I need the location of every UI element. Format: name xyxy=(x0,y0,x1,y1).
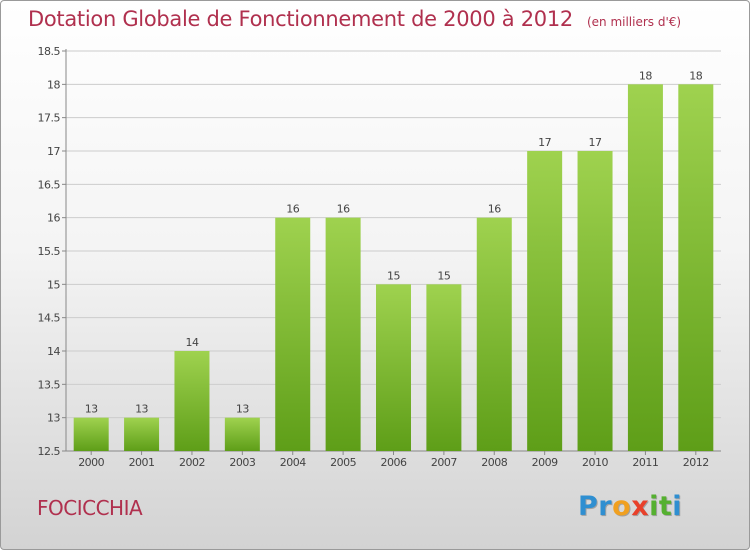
x-tick-label: 2009 xyxy=(532,456,558,469)
x-tick-label: 2010 xyxy=(582,456,608,469)
y-tick-label: 14 xyxy=(47,345,60,358)
y-tick-label: 16 xyxy=(47,212,60,225)
title-text: Dotation Globale de Fonctionnement de 20… xyxy=(28,7,573,31)
bar xyxy=(527,151,563,451)
y-tick-label: 17.5 xyxy=(38,112,61,125)
y-tick-label: 13.5 xyxy=(38,378,61,391)
bar xyxy=(73,417,109,451)
bar xyxy=(325,217,361,451)
x-tick-label: 2006 xyxy=(381,456,407,469)
bar xyxy=(476,217,512,451)
x-tick-label: 2000 xyxy=(78,456,104,469)
data-label: 16 xyxy=(488,203,501,216)
commune-name: FOCICCHIA xyxy=(37,496,143,520)
x-tick-label: 2007 xyxy=(431,456,457,469)
logo-letter: i xyxy=(672,491,683,522)
bar xyxy=(224,417,260,451)
chart-title: Dotation Globale de Fonctionnement de 20… xyxy=(28,7,681,31)
y-tick-label: 16.5 xyxy=(38,178,61,191)
y-tick-label: 18 xyxy=(47,78,60,91)
bar xyxy=(376,284,411,451)
logo-letter: P xyxy=(578,491,599,522)
bar xyxy=(577,151,613,451)
data-label: 17 xyxy=(589,136,602,149)
y-tick-label: 13 xyxy=(47,412,60,425)
x-tick-label: 2001 xyxy=(129,456,155,469)
value-labels: 13 13 14 13 16 16 15 15 16 17 17 18 18 xyxy=(85,69,704,416)
x-tick-label: 2005 xyxy=(330,456,356,469)
data-label: 16 xyxy=(337,203,350,216)
y-tick-label: 15.5 xyxy=(38,245,61,258)
x-tick-label: 2008 xyxy=(481,456,507,469)
data-label: 15 xyxy=(387,269,400,282)
x-tick-label: 2012 xyxy=(683,456,709,469)
bars xyxy=(73,84,714,451)
data-label: 15 xyxy=(437,269,450,282)
y-tick-label: 17 xyxy=(47,145,60,158)
y-tick-label: 18.5 xyxy=(38,45,61,58)
proxiti-logo: Proxiti xyxy=(578,491,682,522)
bar xyxy=(627,84,663,451)
logo-letter: x xyxy=(631,491,650,522)
y-tick-label: 12.5 xyxy=(38,445,61,458)
data-label: 13 xyxy=(85,403,98,416)
data-label: 13 xyxy=(236,403,249,416)
logo-letter: r xyxy=(598,491,613,522)
data-label: 18 xyxy=(639,69,652,82)
x-tick-label: 2011 xyxy=(632,456,658,469)
x-tick-label: 2002 xyxy=(179,456,205,469)
y-tick-label: 14.5 xyxy=(38,312,61,325)
data-label: 13 xyxy=(135,403,148,416)
x-tick-label: 2004 xyxy=(280,456,306,469)
axes: 12.5 13 13.5 14 14.5 15 15.5 16 16.5 17 17.5 18 18.5… xyxy=(38,45,721,469)
data-label: 17 xyxy=(538,136,551,149)
bar xyxy=(124,417,160,451)
logo-letter: i xyxy=(649,491,659,522)
bar xyxy=(275,217,311,451)
data-label: 14 xyxy=(185,336,198,349)
logo-letter: t xyxy=(658,491,673,522)
bar xyxy=(174,351,210,451)
bar xyxy=(426,284,462,451)
data-label: 16 xyxy=(286,203,299,216)
data-label: 18 xyxy=(689,69,702,82)
chart-subtitle: (en milliers d'€) xyxy=(586,15,682,29)
bar xyxy=(678,84,714,451)
y-tick-label: 15 xyxy=(47,278,60,291)
x-tick-label: 2003 xyxy=(229,456,255,469)
logo-letter: o xyxy=(612,491,632,522)
